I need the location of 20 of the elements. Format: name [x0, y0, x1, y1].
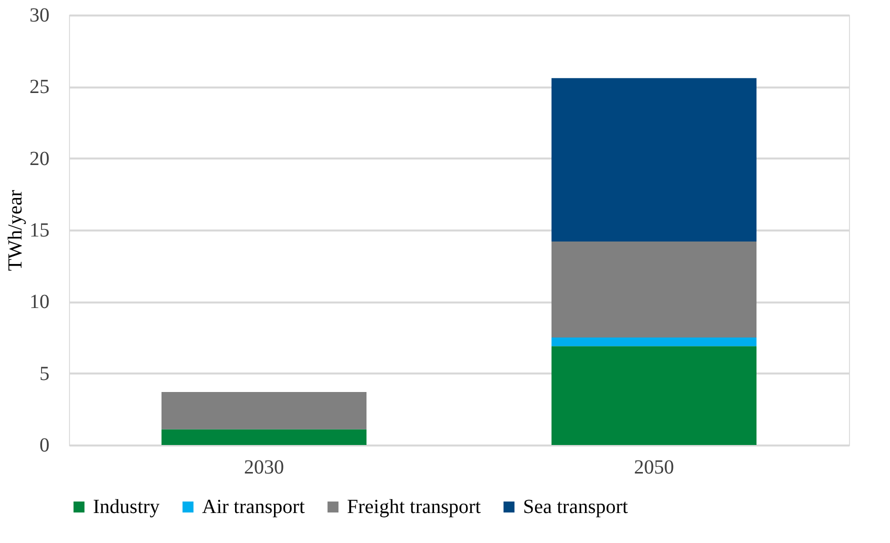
y-tick-label: 15: [30, 220, 50, 242]
x-tick-label: 2050: [634, 456, 674, 478]
bar: [162, 392, 366, 430]
y-tick-label: 10: [30, 291, 50, 314]
y-tick-label: 25: [30, 76, 50, 98]
bar: [552, 338, 756, 346]
legend-label: Freight transport: [347, 496, 482, 518]
x-tick-label: 2030: [244, 456, 284, 478]
y-axis-title: TWh/year: [4, 190, 26, 272]
legend-label: Industry: [93, 496, 160, 518]
bar: [552, 346, 756, 445]
bar: [162, 429, 366, 445]
legend-label: Sea transport: [523, 496, 628, 518]
bar: [552, 241, 756, 338]
legend-label: Air transport: [202, 496, 306, 518]
y-tick-label: 20: [30, 148, 50, 170]
y-tick-label: 0: [40, 434, 50, 456]
y-tick-label: 5: [40, 362, 50, 385]
bar: [552, 78, 756, 242]
y-tick-label: 30: [30, 4, 50, 26]
